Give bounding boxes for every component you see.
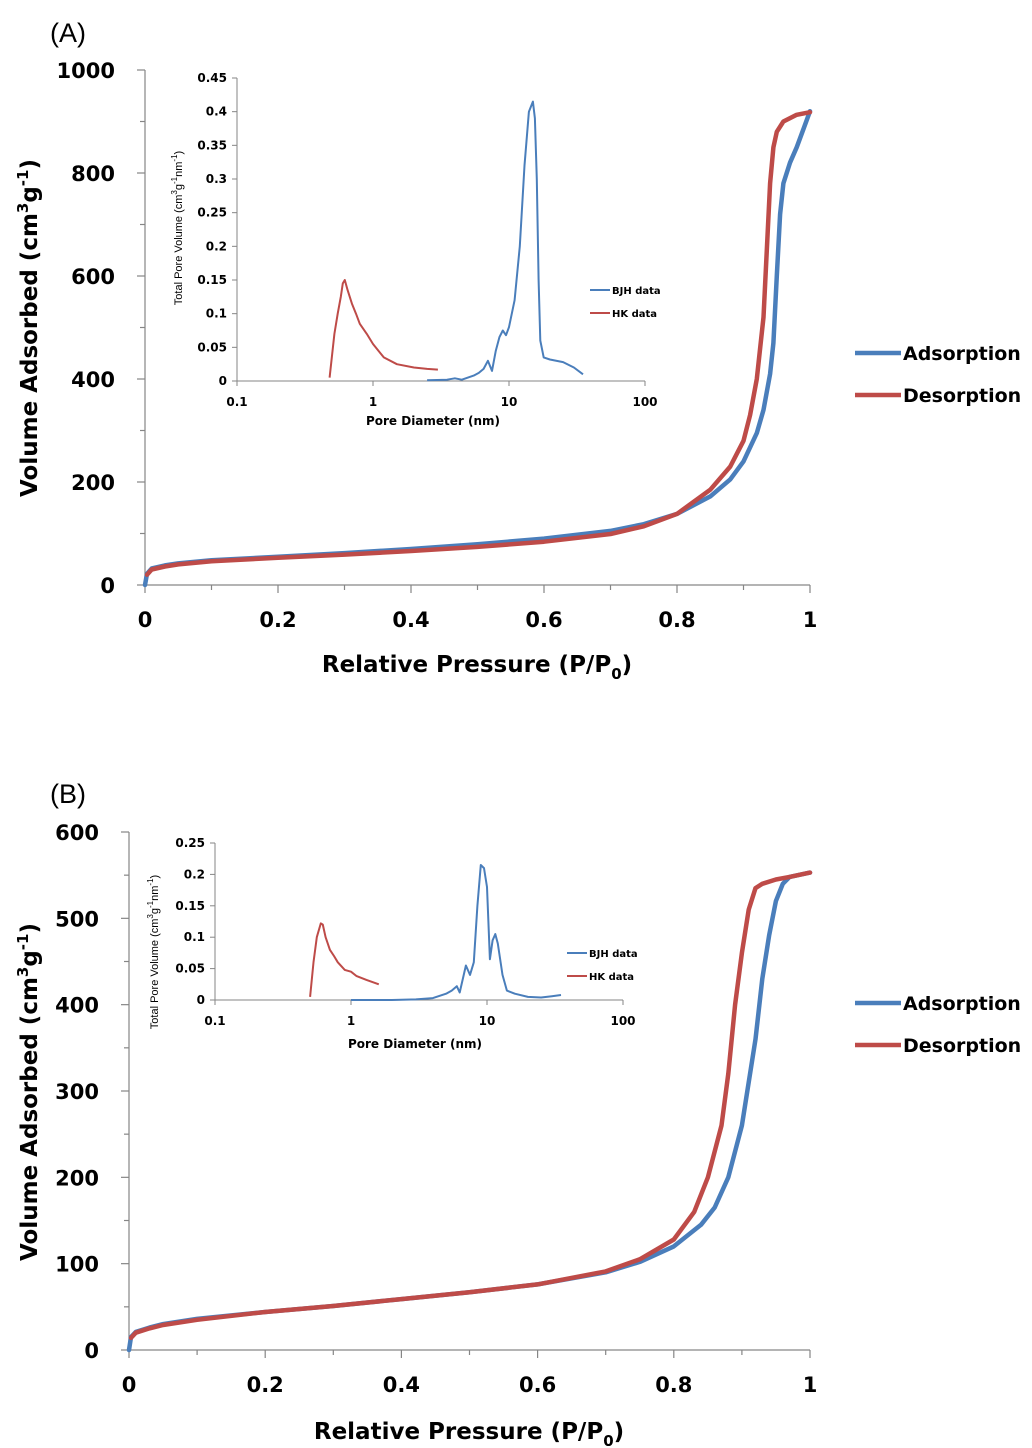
panel-b-inset-y-title: Total Pore Volume (cm3g-1nm-1)	[146, 875, 161, 1029]
panel-b-legend: Adsorption Desorption	[855, 993, 1021, 1057]
panel-b-x-tick-label: 0.6	[519, 1373, 556, 1397]
panel-a-series-adsorption	[142, 108, 813, 588]
panel-a-inset-y-tick-label: 0.2	[206, 239, 227, 253]
panel-b-legend-label-adsorption: Adsorption	[903, 993, 1021, 1015]
panel-a-inset-y-tick-label: 0	[219, 374, 227, 388]
panel-a-inset-tick-labels: 0.1 1 10 100 0 0.05 0.1 0.15 0.2 0.25 0.3 0.35 0.4 0.…	[197, 71, 657, 409]
panel-b-x-tick-label: 0.4	[383, 1373, 420, 1397]
panel-b-inset-series	[309, 864, 562, 1001]
panel-b-y-axis-title: Volume Adsorbed (cm3g-1)	[14, 923, 43, 1261]
panel-a-x-axis-title: Relative Pressure (P/P0)	[322, 652, 632, 683]
panel-a-x-tick-label: 0.6	[525, 608, 562, 632]
panel-b-x-axis-title: Relative Pressure (P/P0)	[314, 1419, 624, 1448]
panel-a-inset-x-tick-label: 0.1	[226, 395, 247, 409]
panel-b-inset-x-tick-label: 0.1	[204, 1014, 225, 1028]
panel-a-inset-x-tick-label: 10	[501, 395, 518, 409]
panel-a-y-tick-label: 1000	[57, 59, 115, 83]
panel-b-x-tick-label: 0	[122, 1373, 137, 1397]
panel-b-inset-x-tick-label: 10	[479, 1014, 496, 1028]
panel-b-series-adsorption	[126, 870, 813, 1353]
panel-a-x-tick-label: 0.8	[658, 608, 695, 632]
panel-b-y-tick-label: 100	[55, 1253, 99, 1277]
panel-b-inset-y-tick-label: 0	[197, 993, 205, 1007]
panel-a-y-tick-label: 800	[71, 162, 115, 186]
panel-b-inset-legend: BJH data HK data	[567, 949, 638, 983]
panel-b-inset-tick-labels: 0.1 1 10 100 0 0.05 0.1 0.15 0.2 0.25	[175, 836, 635, 1028]
panel-a-x-tick-label: 0.2	[259, 608, 296, 632]
panel-b-inset-axes	[210, 842, 624, 1005]
panel-b-inset-x-tick-label: 1	[347, 1014, 355, 1028]
panel-a-inset-x-tick-label: 1	[369, 395, 377, 409]
panel-b-y-tick-label: 400	[55, 994, 99, 1018]
panel-b-y-tick-label: 200	[55, 1166, 99, 1190]
panel-b-inset-y-tick-label: 0.2	[184, 867, 205, 881]
panel-a-inset-series-hk-data	[328, 279, 438, 378]
panel-b-x-tick-label: 1	[803, 1373, 818, 1397]
panel-a-inset-y-tick-label: 0.4	[206, 105, 227, 119]
panel-b-x-tick-label: 0.8	[655, 1373, 692, 1397]
panel-b-inset-x-title: Pore Diameter (nm)	[348, 1037, 482, 1051]
panel-b-inset-y-tick-label: 0.25	[175, 836, 205, 850]
panel-a-main-series	[142, 108, 813, 588]
panel-b-y-tick-label: 600	[55, 821, 99, 845]
panel-a-inset-y-tick-label: 0.05	[197, 340, 227, 354]
panel-a-y-tick-label: 200	[71, 471, 115, 495]
panel-a-y-axis-title: Volume Adsorbed (cm3g-1)	[14, 159, 43, 497]
panel-a-x-tick-label: 1	[803, 608, 818, 632]
panel-b-y-tick-label: 300	[55, 1080, 99, 1104]
panel-a-inset-series	[328, 100, 584, 382]
panel-a-inset-axes	[232, 77, 646, 386]
panel-a-legend-label-adsorption: Adsorption	[903, 343, 1021, 365]
panel-a-label: (A)	[50, 18, 86, 48]
panel-a-inset-y-tick-label: 0.45	[197, 71, 227, 85]
panel-a-series-desorption	[144, 109, 813, 577]
panel-b-main-axes	[121, 831, 811, 1358]
panel-b-series-desorption	[128, 870, 813, 1341]
panel-a-inset-y-tick-label: 0.1	[206, 307, 227, 321]
panel-a-legend: Adsorption Desorption	[855, 343, 1021, 407]
panel-a-inset-legend-label-hk-data: HK data	[612, 309, 657, 320]
panel-b-main-series	[126, 870, 813, 1353]
panel-a-x-tick-label: 0	[138, 608, 153, 632]
panel-b-inset-series-bjh-data	[351, 864, 562, 1001]
panel-b-label: (B)	[50, 779, 86, 809]
panel-a-legend-label-desorption: Desorption	[903, 385, 1021, 407]
panel-b-inset-x-tick-label: 100	[610, 1014, 635, 1028]
panel-b-x-tick-label: 0.2	[247, 1373, 284, 1397]
panel-b-legend-label-desorption: Desorption	[903, 1035, 1021, 1057]
panel-a-inset-x-tick-label: 100	[632, 395, 657, 409]
panel-b-inset-series-hk-data	[309, 922, 380, 997]
panel-b-y-tick-label: 500	[55, 907, 99, 931]
panel-a-y-tick-label: 0	[100, 574, 115, 598]
panel-a-main-axes	[137, 69, 811, 593]
panel-b-inset-legend-label-hk-data: HK data	[589, 972, 634, 983]
panel-a-inset-legend: BJH data HK data	[590, 286, 661, 320]
panel-b-inset-y-tick-label: 0.1	[184, 930, 205, 944]
panel-a-inset-y-tick-label: 0.35	[197, 138, 227, 152]
panel-a-inset-y-title: Total Pore Volume (cm3g-1nm-1)	[170, 151, 185, 305]
panel-a-inset-x-title: Pore Diameter (nm)	[366, 414, 500, 428]
panel-b-inset-legend-label-bjh-data: BJH data	[589, 949, 638, 960]
panel-a-y-tick-label: 600	[71, 265, 115, 289]
panel-b-inset-y-tick-label: 0.15	[175, 899, 205, 913]
panel-a-inset-series-bjh-data	[427, 100, 584, 382]
panel-a-inset-legend-label-bjh-data: BJH data	[612, 286, 661, 297]
panel-a-y-tick-label: 400	[71, 368, 115, 392]
panel-a-inset-y-tick-label: 0.15	[197, 273, 227, 287]
panel-a-inset: 0.1 1 10 100 0 0.05 0.1 0.15 0.2 0.25 0.3 0.35 0.4 0.…	[170, 71, 661, 428]
panel-b-inset-y-tick-label: 0.05	[175, 962, 205, 976]
panel-a-inset-y-tick-label: 0.3	[206, 172, 227, 186]
panel-b-inset: 0.1 1 10 100 0 0.05 0.1 0.15 0.2 0.25 Pore Diamet…	[146, 836, 638, 1051]
panel-b-y-tick-label: 0	[84, 1339, 99, 1363]
panel-a-inset-y-tick-label: 0.25	[197, 206, 227, 220]
panel-a-x-tick-label: 0.4	[392, 608, 429, 632]
